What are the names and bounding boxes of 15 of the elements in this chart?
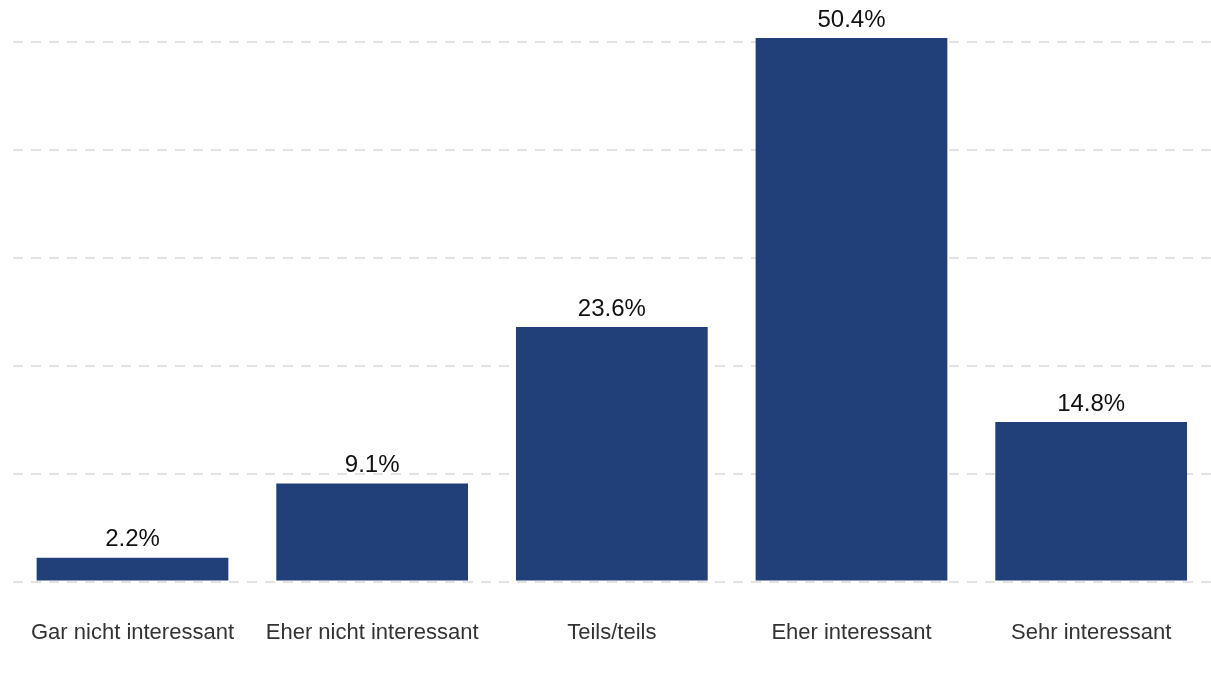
- x-tick-label: Sehr interessant: [1011, 618, 1172, 644]
- bar: [995, 421, 1188, 581]
- bar: [755, 38, 948, 581]
- data-label: 23.6%: [577, 293, 646, 321]
- bar: [276, 483, 469, 581]
- bar: [36, 557, 229, 581]
- x-tick-label: Teils/teils: [567, 618, 657, 644]
- x-tick-label: Eher nicht interessant: [265, 618, 479, 644]
- data-label: 50.4%: [817, 4, 886, 32]
- data-label: 9.1%: [344, 450, 400, 478]
- bar: [515, 327, 708, 581]
- data-label: 2.2%: [105, 524, 160, 552]
- x-tick-label: Eher interessant: [771, 618, 932, 644]
- x-tick-label: Gar nicht interessant: [31, 618, 234, 644]
- data-label: 14.8%: [1057, 388, 1126, 416]
